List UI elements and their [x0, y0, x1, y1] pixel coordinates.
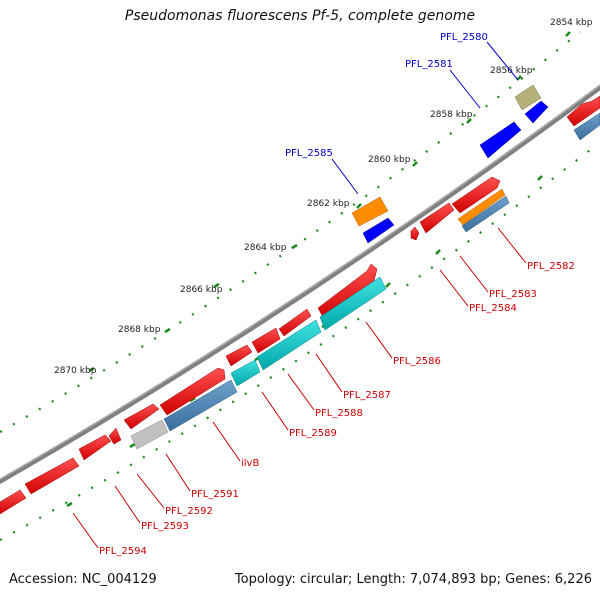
- bottom-leaders: [72, 227, 527, 549]
- label-pfl2582[interactable]: PFL_2582: [527, 261, 575, 272]
- label-pfl2587[interactable]: PFL_2587: [343, 390, 391, 401]
- kbp-label-2856: 2856 kbp: [490, 66, 533, 76]
- gene-cyan-1[interactable]: [319, 276, 387, 331]
- label-pfl2586[interactable]: PFL_2586: [393, 356, 441, 367]
- gene-pfl2580-box[interactable]: [514, 84, 542, 111]
- map-title: Pseudomonas fluorescens Pf-5, complete g…: [124, 8, 476, 24]
- accession-text: Accession: NC_004129: [9, 572, 157, 587]
- top-leaders: [331, 41, 519, 195]
- gene-pfl2581-blue[interactable]: [479, 121, 522, 159]
- label-pfl2589[interactable]: PFL_2589: [289, 428, 337, 439]
- gene-pfl2580-blue[interactable]: [524, 100, 549, 124]
- top-gene-labels: PFL_2580 PFL_2581 PFL_2585: [285, 32, 488, 159]
- gene-ilvb-arrow[interactable]: [159, 367, 226, 416]
- reverse-genes: [130, 112, 600, 450]
- gene-pfl2584-arrow[interactable]: [419, 202, 455, 234]
- kbp-label-2854: 2854 kbp: [550, 18, 593, 28]
- gene-pfl2594-arrow[interactable]: [24, 457, 80, 495]
- kbp-label-2864: 2864 kbp: [244, 243, 287, 253]
- label-pfl2594[interactable]: PFL_2594: [99, 546, 147, 557]
- gene-steel-mid[interactable]: [163, 379, 238, 432]
- gene-pfl2589-arrow[interactable]: [225, 344, 253, 367]
- outer-major-ticks: [88, 31, 571, 373]
- gene-pfl2587-arrow[interactable]: [278, 308, 312, 337]
- gene-steel-right[interactable]: [461, 195, 510, 233]
- label-pfl2581[interactable]: PFL_2581: [405, 59, 453, 70]
- genome-backbone: [0, 84, 600, 485]
- gene-pfl2583-arrow[interactable]: [451, 176, 501, 214]
- kbp-label-2858: 2858 kbp: [430, 110, 473, 120]
- gene-pfl2585-blue[interactable]: [362, 217, 395, 244]
- gene-pfl2591-arrow[interactable]: [123, 403, 160, 430]
- label-pfl2585[interactable]: PFL_2585: [285, 148, 333, 159]
- kbp-label-2866: 2866 kbp: [180, 285, 223, 295]
- label-pfl2593[interactable]: PFL_2593: [141, 521, 189, 532]
- gene-pfl2593-arrow[interactable]: [78, 434, 112, 461]
- label-pfl2592[interactable]: PFL_2592: [165, 506, 213, 517]
- kbp-labels: 2854 kbp 2856 kbp 2858 kbp 2860 kbp 2862…: [54, 18, 593, 376]
- gene-cyan-3[interactable]: [230, 359, 261, 387]
- label-pfl2588[interactable]: PFL_2588: [315, 408, 363, 419]
- gene-pfl2582-box[interactable]: [573, 112, 600, 141]
- gene-orange-right[interactable]: [457, 188, 506, 226]
- gene-pfl2585-orange[interactable]: [351, 196, 389, 227]
- kbp-label-2862: 2862 kbp: [307, 199, 350, 209]
- label-pfl2583[interactable]: PFL_2583: [489, 289, 537, 300]
- label-ilvb[interactable]: ilvB: [241, 458, 259, 469]
- top-genes: [351, 84, 549, 244]
- bottom-gene-labels: PFL_2582 PFL_2583 PFL_2584 PFL_2586 PFL_…: [99, 261, 575, 557]
- kbp-label-2860: 2860 kbp: [368, 155, 411, 165]
- gene-pfl2588-arrow[interactable]: [251, 327, 281, 354]
- gene-cyan-2[interactable]: [256, 319, 322, 371]
- gene-gray[interactable]: [130, 419, 169, 450]
- forward-genes: [0, 95, 600, 515]
- gene-pfl2582-arrow[interactable]: [566, 95, 600, 127]
- kbp-label-2868: 2868 kbp: [118, 325, 161, 335]
- label-pfl2584[interactable]: PFL_2584: [469, 303, 517, 314]
- gene-edge-arrow[interactable]: [0, 489, 27, 515]
- label-pfl2591[interactable]: PFL_2591: [191, 489, 239, 500]
- label-pfl2580[interactable]: PFL_2580: [440, 32, 488, 43]
- gene-pfl2592-arrow[interactable]: [108, 427, 122, 445]
- kbp-label-2870: 2870 kbp: [54, 366, 97, 376]
- gene-small-arrow[interactable]: [410, 226, 420, 241]
- genome-summary-text: Topology: circular; Length: 7,074,893 bp…: [234, 572, 592, 587]
